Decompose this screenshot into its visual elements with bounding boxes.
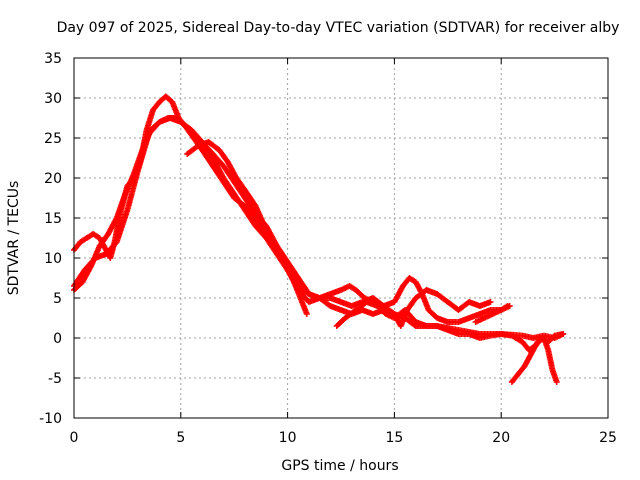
y-tick-label: 20 (44, 171, 62, 187)
x-tick-label: 5 (176, 430, 185, 446)
data-point (553, 379, 560, 385)
y-tick-label: 5 (53, 291, 62, 307)
y-tick-label: 35 (44, 51, 62, 67)
data-point (487, 299, 494, 305)
x-tick-label: 0 (70, 430, 79, 446)
series-track-a (71, 93, 511, 325)
y-tick-labels: -10 -5 0 5 10 15 20 25 30 35 (39, 51, 62, 427)
plot-frame (73, 57, 609, 419)
data-point (303, 311, 310, 317)
y-axis-label: SDTVAR / TECUs (6, 181, 22, 296)
series-track-f (508, 335, 560, 385)
y-tick-label: 25 (44, 131, 62, 147)
y-tick-label: 0 (53, 331, 62, 347)
y-tick-label: 15 (44, 211, 62, 227)
x-axis-label: GPS time / hours (281, 458, 398, 474)
data-point (506, 303, 513, 309)
data-point (560, 331, 567, 337)
y-tick-label: -10 (39, 411, 62, 427)
y-tick-label: 30 (44, 91, 62, 107)
x-tick-label: 25 (599, 430, 617, 446)
x-tick-label: 10 (279, 430, 297, 446)
x-tick-label: 15 (385, 430, 403, 446)
data-points (71, 93, 567, 385)
y-tick-label: 10 (44, 251, 62, 267)
x-tick-labels: 0 5 10 15 20 25 (70, 430, 617, 446)
series-track-g (472, 303, 513, 325)
series-track-c (184, 139, 494, 329)
series-track-b (71, 115, 310, 317)
x-tick-label: 20 (492, 430, 510, 446)
y-tick-label: -5 (48, 371, 62, 387)
chart-title: Day 097 of 2025, Sidereal Day-to-day VTE… (57, 20, 620, 36)
